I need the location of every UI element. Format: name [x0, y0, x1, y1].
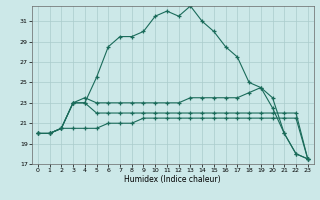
X-axis label: Humidex (Indice chaleur): Humidex (Indice chaleur) — [124, 175, 221, 184]
